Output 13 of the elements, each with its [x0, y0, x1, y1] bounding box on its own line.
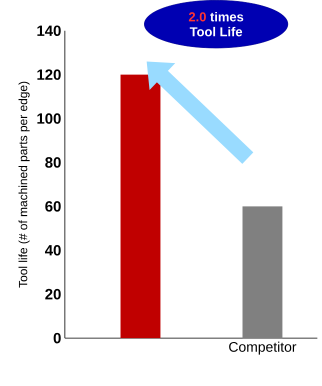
- y-axis-title: Tool life (# of machined parts per edge): [18, 82, 30, 288]
- y-tick-label: 80: [45, 157, 61, 168]
- y-tick-label: 0: [53, 332, 61, 344]
- y-tick-label: 60: [45, 201, 61, 212]
- y-tick-label: 100: [37, 113, 61, 124]
- annotation: Tool Life: [190, 26, 242, 36]
- text: times: [210, 12, 244, 22]
- y-tick-label: 140: [37, 25, 61, 36]
- x-tick-label: Competitor: [228, 342, 296, 355]
- y-tick-label: 40: [44, 245, 61, 256]
- y-tick-label: 20: [45, 288, 61, 300]
- y-tick-label: 120: [37, 69, 61, 80]
- text: 2.0: [188, 12, 206, 22]
